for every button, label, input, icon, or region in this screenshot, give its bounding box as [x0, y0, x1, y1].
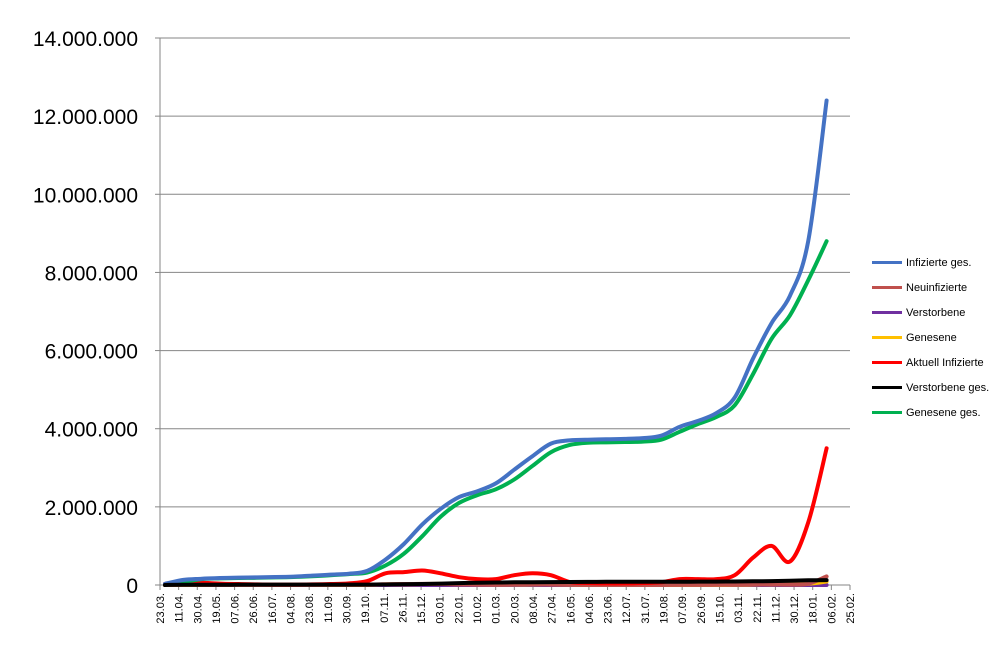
x-tick-label: 11.09.: [323, 593, 335, 623]
x-tick-label: 07.09.: [677, 593, 689, 624]
y-tick-label: 0: [126, 575, 138, 598]
x-tick-label: 19.08.: [659, 593, 671, 624]
legend-swatch: [872, 361, 902, 364]
x-tick-label: 04.06.: [584, 593, 596, 624]
y-tick-label: 2.000.000: [45, 497, 138, 520]
legend-label: Genesene: [906, 331, 957, 344]
legend-swatch: [872, 411, 902, 414]
legend-item: Genesene: [872, 325, 1000, 350]
x-tick-label: 23.03.: [155, 593, 167, 624]
legend-label: Neuinfizierte: [906, 281, 968, 294]
x-tick-label: 11.12.: [770, 593, 782, 623]
x-tick-label: 26.09.: [696, 593, 708, 624]
x-tick-label: 31.07.: [640, 593, 652, 624]
legend: Infizierte ges. Neuinfizierte Verstorbene G…: [872, 250, 1000, 425]
x-tick-label: 23.08.: [304, 593, 316, 624]
legend-item: Genesene ges.: [872, 400, 1000, 425]
y-tick-label: 10.000.000: [33, 184, 138, 207]
x-tick-label: 03.01.: [435, 593, 447, 624]
x-tick-label: 07.11.: [379, 593, 391, 623]
x-tick-label: 16.05.: [565, 593, 577, 624]
x-tick-label: 15.12.: [416, 593, 428, 624]
x-tick-label: 30.09.: [341, 593, 353, 624]
x-tick-label: 08.04.: [528, 593, 540, 624]
x-tick-label: 10.02.: [472, 593, 484, 624]
gridlines: [160, 37, 850, 508]
x-tick-label: 30.12.: [789, 593, 801, 624]
x-tick-label: 12.07.: [621, 593, 633, 624]
x-tick-label: 20.03.: [509, 593, 521, 624]
x-tick-label: 07.06.: [230, 593, 242, 624]
x-tick-label: 01.03.: [491, 593, 503, 624]
x-tick-label: 04.08.: [286, 593, 298, 624]
legend-item: Infizierte ges.: [872, 250, 1000, 275]
legend-swatch: [872, 386, 902, 389]
x-tick-label: 11.04.: [174, 593, 186, 623]
y-tick-label: 12.000.000: [33, 106, 138, 129]
y-tick-label: 14.000.000: [33, 28, 138, 51]
legend-swatch: [872, 261, 902, 264]
x-tick-label: 23.06.: [603, 593, 615, 624]
series-line-aktuell-infizierte: [163, 446, 829, 587]
y-tick-label: 8.000.000: [45, 262, 138, 285]
series-lines: [163, 98, 829, 587]
x-tick-label: 22.11.: [752, 593, 764, 623]
x-tick-label: 30.04.: [192, 593, 204, 624]
y-tick-label: 4.000.000: [45, 419, 138, 442]
x-tick-label: 15.10.: [714, 593, 726, 624]
x-tick-label: 06.02.: [826, 593, 838, 624]
x-tick-label: 18.01.: [808, 593, 820, 624]
series-line-infizierte-ges: [163, 98, 829, 586]
legend-label: Genesene ges.: [906, 406, 981, 419]
x-tick-label: 25.02.: [845, 593, 857, 624]
legend-swatch: [872, 311, 902, 314]
x-tick-label: 26.11.: [397, 593, 409, 623]
legend-item: Verstorbene ges.: [872, 375, 1000, 400]
legend-swatch: [872, 286, 902, 289]
legend-item: Verstorbene: [872, 300, 1000, 325]
y-tick-label: 6.000.000: [45, 341, 138, 364]
legend-label: Verstorbene: [906, 306, 966, 319]
legend-label: Verstorbene ges.: [906, 381, 990, 394]
series-line-verstorbene-ges: [163, 578, 829, 587]
legend-item: Neuinfizierte: [872, 275, 1000, 300]
x-tick-label: 16.07.: [267, 593, 279, 624]
series-line-genesene-ges: [163, 239, 829, 587]
legend-item: Aktuell Infizierte: [872, 350, 1000, 375]
x-tick-label: 19.05.: [211, 593, 223, 624]
x-axis-ticks: 23.03. 11.04. 30.04. 19.05. 07.06. 26.06. 16.0…: [155, 585, 857, 624]
x-tick-label: 19.10.: [360, 593, 372, 624]
legend-swatch: [872, 336, 902, 339]
x-tick-label: 26.06.: [248, 593, 260, 624]
x-tick-label: 27.04.: [547, 593, 559, 624]
legend-label: Aktuell Infizierte: [906, 356, 984, 369]
legend-label: Infizierte ges.: [906, 256, 972, 269]
x-tick-label: 22.01.: [453, 593, 465, 624]
x-tick-label: 03.11.: [733, 593, 745, 623]
y-axis-ticks: 0 2.000.000 4.000.000 6.000.000 8.000.000 10.…: [33, 28, 160, 598]
